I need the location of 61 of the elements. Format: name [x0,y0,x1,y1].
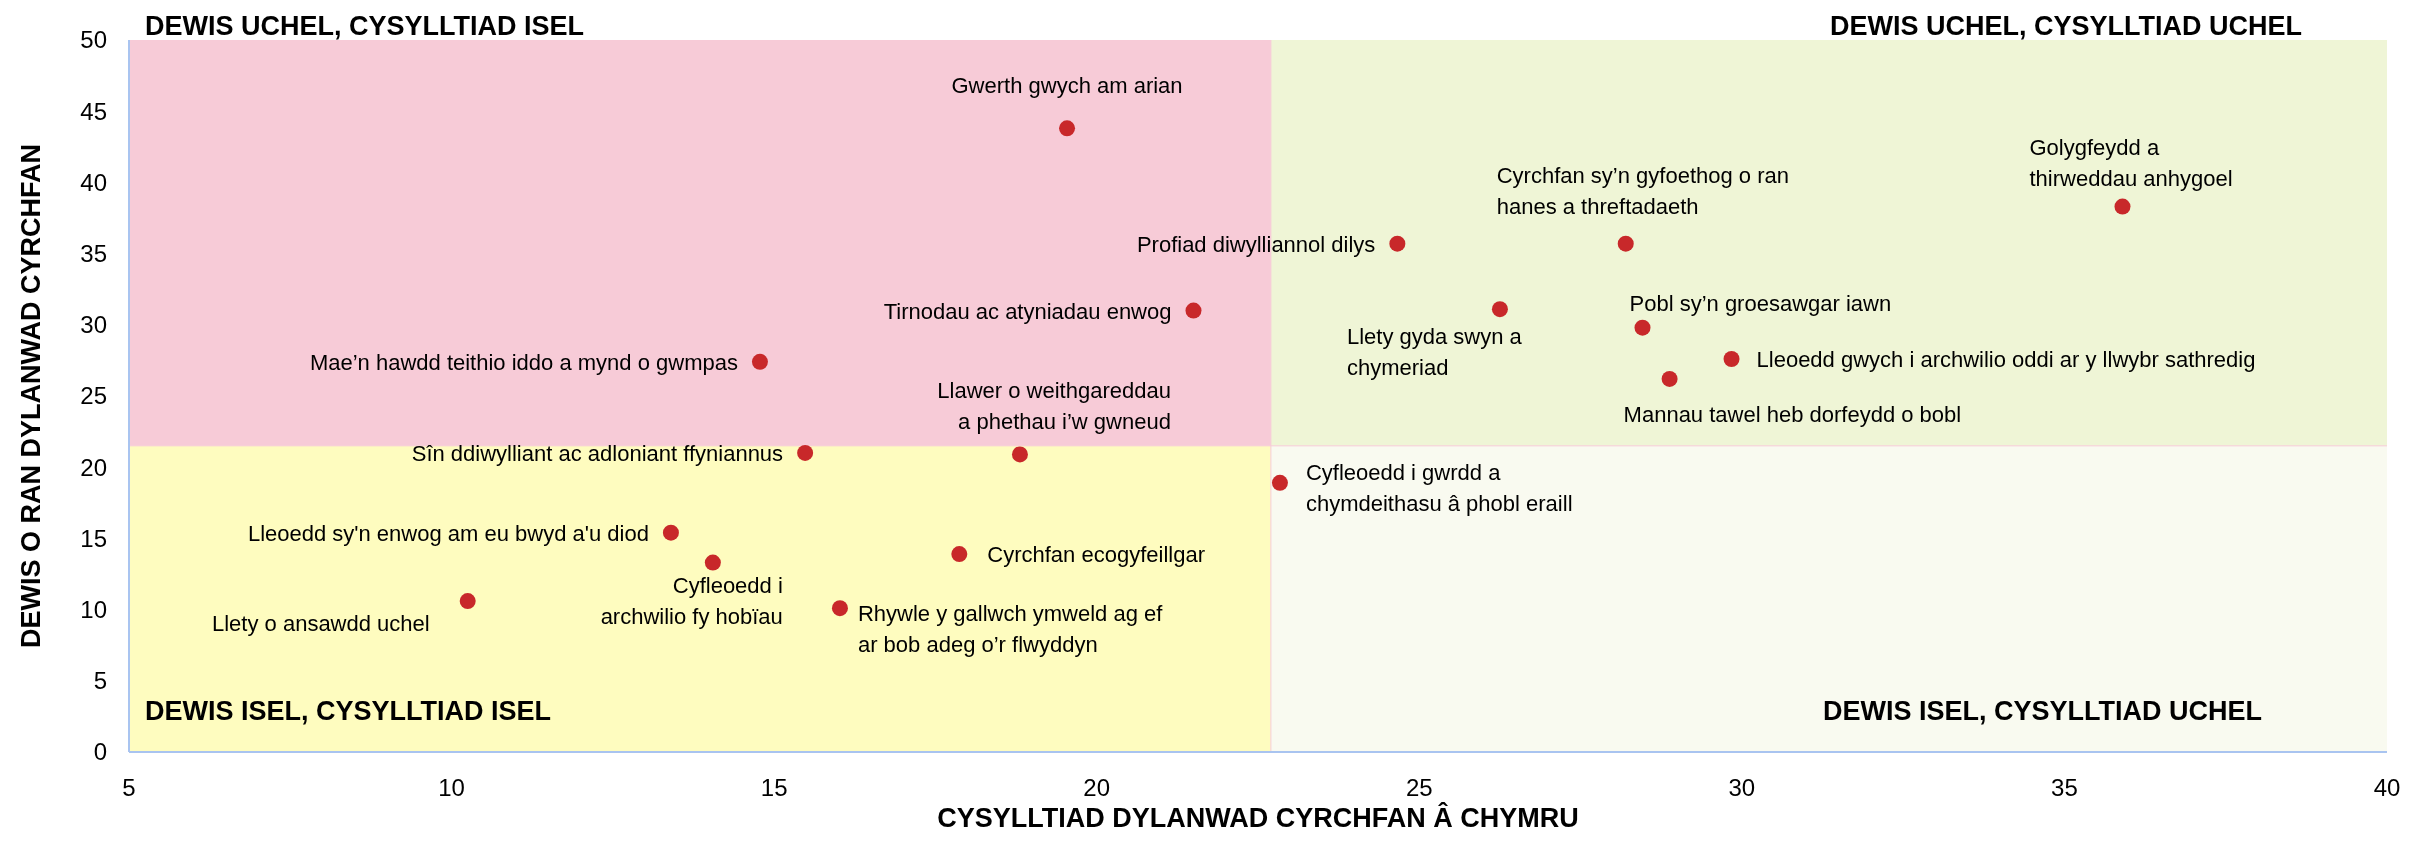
point [831,600,848,617]
band-label: DEWIS UCHEL, CYSYLLTIAD ISEL [145,11,585,41]
annotation: Llawer o weithgareddau a phethau i’w gwneud [937,378,1171,435]
x-tick-label: 10 [438,774,465,801]
annotation: Cyfleoedd i archwilio fy hobïau [600,572,783,629]
point [1059,120,1076,137]
annotation: Gwerth gwych am arian [951,73,1183,99]
x-tick-label: 35 [2051,774,2078,801]
point [1011,446,1028,463]
point [1634,319,1651,336]
y-tick-label: 20 [80,453,107,481]
annotation: Tirnodau ac atyniadau enwog [883,298,1172,324]
point [1389,235,1406,252]
y-tick-label: 50 [80,26,107,54]
y-tick-label: 15 [80,524,107,552]
annotation: Mannau tawel heb dorfeydd o bobl [1623,401,1962,427]
point [751,353,768,370]
band-label: DEWIS ISEL, CYSYLLTIAD UCHEL [1822,696,2262,726]
point [951,546,968,563]
y-tick-label: 40 [80,168,107,196]
point [1723,350,1740,367]
annotation: Lleoedd gwych i archwilio oddi ar y llwybr sathredig [1756,346,2256,372]
y-tick-label: 30 [80,311,107,339]
point [1491,301,1508,318]
x-axis-title: CYSYLLTIAD DYLANWAD CYRCHFAN Â CHYMRU [937,802,1579,833]
annotation: Cyrchfan ecogyfeillgar [987,542,1205,568]
x-tick-label: 25 [1405,774,1433,801]
point [459,593,476,610]
annotation: Lleoedd sy'n enwog am eu bwyd a'u diod [247,520,649,546]
point [704,554,721,571]
y-tick-label: 5 [93,667,107,695]
annotation: Cyfleoedd i gwrdd a chymdeithasu â phobl eraill [1305,459,1573,516]
point [1185,302,1202,319]
annotation: Golygfeydd a thirweddau anhygoel [2029,134,2233,191]
point [662,524,679,541]
annotation: Rhywle y gallwch ymweld ag ef ar bob adeg o’r flwyddyn [857,601,1164,658]
annotation: Llety gyda swyn a chymeriad [1346,324,1523,381]
y-tick-label: 25 [80,382,107,410]
y-axis-title: DEWIS O RAN DYLANWAD CYRCHFAN [16,144,46,648]
point [1661,370,1678,387]
y-tick-label: 0 [93,738,107,766]
x-tick-label: 5 [122,774,136,801]
point [797,444,814,461]
annotation: Mae’n hawdd teithio iddo a mynd o gwmpas [309,349,738,375]
annotation: Sîn ddiwylliant ac adloniant ffyniannus [411,440,784,466]
annotation: Llety o ansawdd uchel [212,611,430,637]
annotation: Pobl sy’n groesawgar iawn [1629,290,1892,316]
band-label: DEWIS ISEL, CYSYLLTIAD ISEL [145,696,552,726]
band-label: DEWIS UCHEL, CYSYLLTIAD UCHEL [1830,11,2302,41]
x-tick-label: 40 [2373,774,2401,801]
point [1271,474,1288,491]
y-tick-label: 35 [80,240,107,267]
x-tick-label: 15 [760,774,788,801]
y-tick-label: 45 [80,97,107,125]
x-tick-label: 30 [1728,774,1756,801]
x-tick-label: 20 [1083,774,1111,801]
annotation: Cyrchfan sy’n gyfoethog o ran hanes a threftadaeth [1496,162,1790,219]
point [2114,198,2131,215]
point [1617,235,1634,252]
annotation: Profiad diwylliannol dilys [1136,231,1376,257]
y-tick-label: 10 [80,596,107,623]
